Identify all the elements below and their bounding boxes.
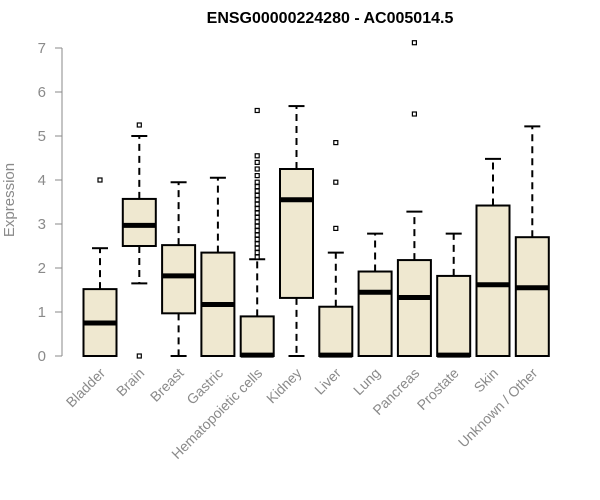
category-label: Brain [113,365,147,399]
box-liver [318,140,354,358]
box-body [318,305,354,357]
box-bladder [82,177,118,357]
box-hematopoietic-cells [239,107,275,358]
box-skin [475,157,511,357]
outlier-point [333,179,339,185]
outlier-point [254,241,260,247]
outlier-point [411,111,417,117]
box-body [239,315,275,357]
outlier-point [411,40,417,46]
category-label: Lung [350,365,383,398]
outlier-point [254,250,260,256]
y-axis: 0 1 2 3 4 5 6 7 [38,40,63,365]
category-label: Breast [147,365,187,405]
outlier-point [254,192,260,198]
chart-title: ENSG00000224280 - AC005014.5 [207,10,454,27]
outlier-point [254,107,260,114]
y-tick-label: 7 [38,40,46,57]
outlier-point [254,236,260,242]
outlier-point [254,201,260,207]
box-breast [161,181,197,357]
y-tick-label: 0 [38,348,46,365]
y-tick-label: 4 [38,172,46,189]
y-tick-label: 2 [38,260,46,277]
y-tick-label: 1 [38,304,46,321]
box-pancreas [396,40,432,357]
box-unknown-other [514,125,550,357]
outlier-point [254,254,260,260]
boxes [82,40,550,359]
box-body [121,197,157,247]
box-body [396,259,432,357]
outlier-point [254,232,260,238]
outlier-point [333,225,339,231]
y-axis-label: Expression [1,163,18,237]
outlier-point [254,173,260,179]
outlier-point [97,177,103,183]
box-brain [121,122,157,359]
outlier-point [254,166,260,172]
outlier-point [254,223,260,229]
category-label: Skin [471,365,502,396]
outlier-point [136,122,142,128]
y-tick-label: 3 [38,216,46,233]
outlier-point [254,179,260,185]
outlier-point [136,353,142,359]
box-kidney [279,105,314,357]
box-body [161,244,197,315]
outlier-point [254,210,260,216]
box-body [475,204,511,357]
category-label: Liver [311,365,344,398]
box-body [514,236,550,357]
box-body [357,270,393,357]
category-label: Bladder [63,365,109,411]
box-body [279,168,314,299]
box-prostate [436,232,472,358]
outlier-point [254,219,260,225]
outlier-point [254,197,260,203]
outlier-point [254,188,260,194]
category-label: Kidney [263,365,305,407]
box-body [436,274,472,358]
outlier-point [254,184,260,190]
box-gastric [200,176,236,358]
outlier-point [254,159,260,165]
outlier-point [254,228,260,234]
outlier-point [254,153,260,159]
outlier-point [254,214,260,220]
outlier-point [254,245,260,251]
y-tick-label: 6 [38,84,46,101]
category-label: Prostate [414,365,462,413]
y-tick-label: 5 [38,128,46,145]
outlier-point [254,206,260,212]
outlier-point [333,140,339,146]
box-lung [357,232,393,357]
